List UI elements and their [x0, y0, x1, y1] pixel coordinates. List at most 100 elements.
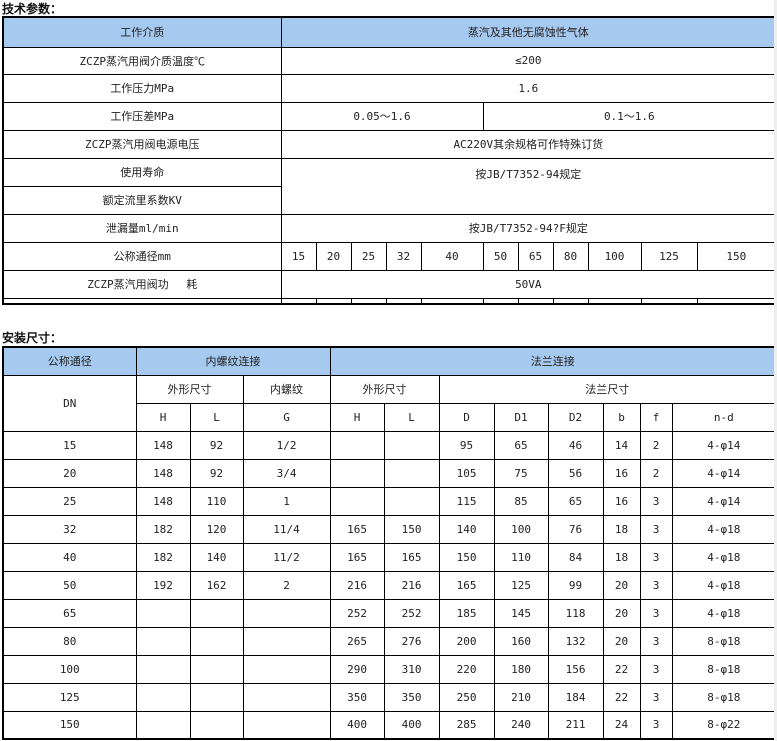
dn-value: 80: [552, 241, 589, 271]
table-cell: 180: [493, 654, 549, 684]
table-cell: 3: [639, 570, 673, 600]
table-cell: 310: [383, 654, 440, 684]
table-cell: 95: [438, 430, 495, 460]
table-cell: [329, 486, 385, 516]
table-cell: 118: [547, 598, 604, 628]
dn-value: 65: [517, 241, 554, 271]
table-cell: 162: [189, 570, 244, 600]
table-cell: [189, 654, 244, 684]
table-cell: [189, 682, 244, 712]
table-cell: 150: [383, 514, 440, 544]
table-cell: 165: [329, 542, 385, 572]
tech-params-title: 技术参数：: [2, 2, 63, 16]
dn-value: 25: [350, 241, 387, 271]
table-cell: 3: [639, 542, 673, 572]
table-cell: 150: [438, 542, 495, 572]
table-cell: 50: [2, 570, 137, 600]
table-cell: 76: [547, 514, 604, 544]
table-cell: 16: [602, 458, 641, 488]
table-cell: 32: [2, 514, 137, 544]
table-cell: 3: [639, 654, 673, 684]
table-cell: [242, 598, 331, 628]
tech-params-table: 工作介质 蒸汽及其他无腐蚀性气体 ZCZP蒸汽用阀介质温度℃ ≤200 工作压力MP…: [2, 16, 777, 305]
medium-value: 蒸汽及其他无腐蚀性气体: [280, 16, 777, 48]
scrollbar[interactable]: [774, 0, 777, 741]
flange-size-header: 法兰尺寸: [438, 374, 777, 404]
table-cell: 160: [493, 626, 549, 656]
table-cell: 165: [438, 570, 495, 600]
empty-cell: [385, 297, 422, 305]
empty-cell: [587, 297, 642, 305]
table-cell: 11/4: [242, 514, 331, 544]
install-dims-title: 安装尺寸：: [2, 331, 63, 345]
table-cell: 92: [189, 458, 244, 488]
inner-thread-header: 内螺纹: [242, 374, 331, 404]
life-label: 使用寿命: [2, 157, 282, 187]
table-cell: [329, 458, 385, 488]
empty-cell: [280, 297, 317, 305]
table-cell: 14: [602, 430, 641, 460]
life-value: 按JB/T7352-94规定: [280, 157, 777, 215]
column-header-l: L: [383, 402, 440, 432]
table-cell: [242, 654, 331, 684]
table-cell: 2: [639, 458, 673, 488]
empty-cell: [2, 297, 282, 305]
voltage-value: AC220V其余规格可作特殊订货: [280, 129, 777, 159]
power-value: 50VA: [280, 269, 777, 299]
table-row: 125 350 350 250 210 184 22 3 8-φ18: [2, 682, 777, 712]
table-cell: 276: [383, 626, 440, 656]
table-cell: 184: [547, 682, 604, 712]
diff-value-2: 0.1～1.6: [482, 101, 777, 131]
table-cell: 148: [135, 486, 191, 516]
dn-value: 100: [587, 241, 642, 271]
table-cell: 99: [547, 570, 604, 600]
table-row: 80 265 276 200 160 132 20 3 8-φ18: [2, 626, 777, 656]
empty-cell: [315, 297, 352, 305]
table-cell: 252: [383, 598, 440, 628]
temp-value: ≤200: [280, 46, 777, 75]
table-cell: 56: [547, 458, 604, 488]
column-header-h: H: [135, 402, 191, 432]
table-cell: [135, 682, 191, 712]
table-cell: [383, 430, 440, 460]
table-cell: 8-φ18: [671, 654, 777, 684]
table-cell: 290: [329, 654, 385, 684]
table-cell: [135, 710, 191, 740]
table-cell: 92: [189, 430, 244, 460]
table-cell: 18: [602, 514, 641, 544]
dn-value: 150: [696, 241, 777, 271]
table-cell: 200: [438, 626, 495, 656]
table-cell: 80: [2, 626, 137, 656]
table-cell: 125: [493, 570, 549, 600]
column-header-g: G: [242, 402, 331, 432]
table-cell: 140: [189, 542, 244, 572]
table-cell: 220: [438, 654, 495, 684]
column-header-d1: D1: [493, 402, 549, 432]
table-cell: 4-φ18: [671, 598, 777, 628]
table-cell: 3: [639, 626, 673, 656]
table-cell: 84: [547, 542, 604, 572]
table-cell: 18: [602, 542, 641, 572]
table-cell: 165: [383, 542, 440, 572]
table-row: 25 148 110 1 115 85 65 16 3 4-φ14: [2, 486, 777, 516]
table-cell: 16: [602, 486, 641, 516]
table-cell: 400: [383, 710, 440, 740]
table-cell: [189, 626, 244, 656]
dn-value: 125: [640, 241, 698, 271]
table-cell: 4-φ14: [671, 458, 777, 488]
empty-cell: [696, 297, 777, 305]
outer-size-header: 外形尺寸: [135, 374, 244, 404]
empty-cell: [640, 297, 698, 305]
column-header-n-d: n-d: [671, 402, 777, 432]
column-header-d: D: [438, 402, 495, 432]
table-cell: 1: [242, 486, 331, 516]
table-cell: 8-φ18: [671, 682, 777, 712]
table-cell: [383, 458, 440, 488]
table-row: 32 182 120 11/4 165 150 140 100 76 18 3 4-φ18: [2, 514, 777, 544]
leak-label: 泄漏量ml/min: [2, 213, 282, 243]
table-cell: 4-φ14: [671, 430, 777, 460]
table-cell: 3: [639, 710, 673, 740]
dn-value: 20: [315, 241, 352, 271]
table-cell: 100: [493, 514, 549, 544]
table-row: 100 290 310 220 180 156 22 3 8-φ18: [2, 654, 777, 684]
